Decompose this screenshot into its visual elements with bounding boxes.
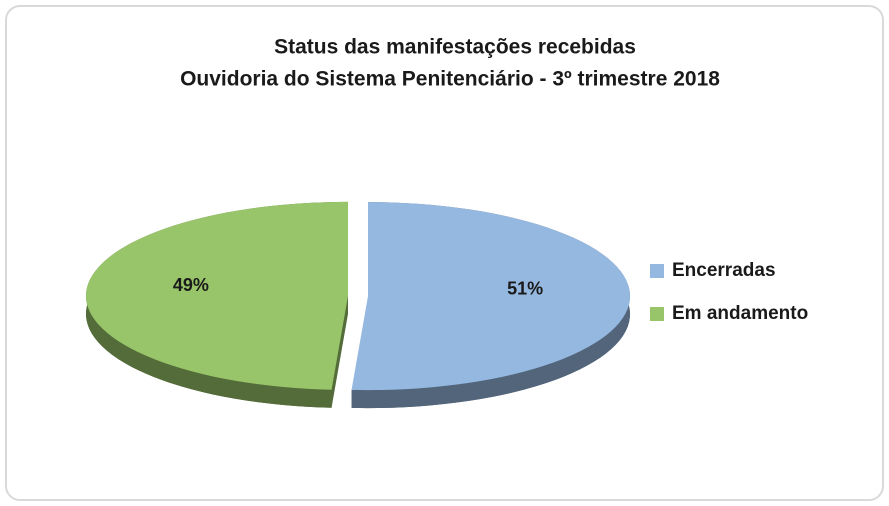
chart-title: Status das manifestações recebidas: [274, 36, 636, 59]
legend-label: Em andamento: [672, 303, 808, 324]
data-label: 49%: [173, 275, 209, 295]
legend-label: Encerradas: [672, 260, 776, 281]
legend-swatch: [650, 264, 664, 278]
slice-top: [86, 201, 349, 390]
legend-swatch: [650, 307, 664, 321]
pie-slice: [86, 201, 349, 408]
chart-title: Ouvidoria do Sistema Penitenciário - 3º …: [180, 68, 720, 91]
slice-top: [351, 202, 630, 391]
pie-slice: [351, 202, 630, 409]
data-label: 51%: [507, 279, 543, 299]
